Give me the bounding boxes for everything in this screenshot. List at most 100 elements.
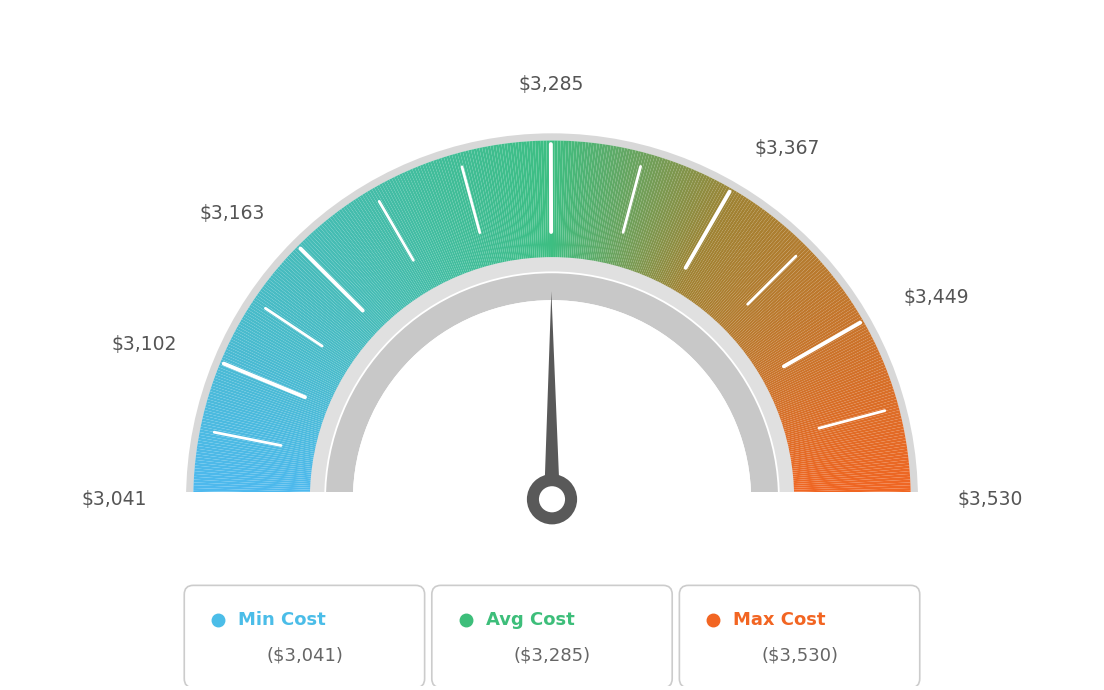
Wedge shape	[569, 141, 580, 259]
Wedge shape	[335, 213, 407, 308]
Wedge shape	[582, 144, 599, 261]
Wedge shape	[425, 163, 469, 275]
Wedge shape	[337, 210, 410, 307]
Wedge shape	[277, 266, 369, 344]
Wedge shape	[193, 480, 312, 488]
Wedge shape	[211, 386, 323, 425]
Wedge shape	[631, 161, 673, 273]
Wedge shape	[315, 228, 394, 319]
Wedge shape	[436, 159, 476, 272]
Wedge shape	[606, 150, 636, 266]
Wedge shape	[682, 198, 749, 298]
Text: $3,285: $3,285	[518, 75, 583, 94]
Wedge shape	[466, 150, 496, 266]
Wedge shape	[792, 474, 910, 484]
Wedge shape	[639, 165, 684, 276]
Wedge shape	[781, 386, 893, 425]
Wedge shape	[379, 184, 438, 288]
Wedge shape	[257, 293, 355, 363]
Wedge shape	[535, 141, 542, 259]
Wedge shape	[658, 177, 712, 284]
Wedge shape	[245, 312, 347, 375]
Wedge shape	[768, 342, 875, 395]
Wedge shape	[283, 260, 373, 340]
Wedge shape	[290, 252, 378, 335]
Wedge shape	[652, 173, 704, 282]
Wedge shape	[532, 141, 541, 259]
Text: $3,163: $3,163	[200, 204, 265, 223]
Wedge shape	[784, 407, 900, 440]
Wedge shape	[374, 186, 435, 290]
Wedge shape	[782, 394, 895, 431]
Wedge shape	[560, 141, 566, 259]
Wedge shape	[420, 165, 465, 276]
Wedge shape	[232, 334, 339, 390]
Circle shape	[539, 486, 565, 513]
Wedge shape	[787, 424, 903, 451]
Wedge shape	[242, 317, 346, 379]
Wedge shape	[270, 275, 364, 351]
Wedge shape	[194, 471, 312, 482]
Wedge shape	[563, 141, 572, 259]
Wedge shape	[455, 153, 489, 268]
Wedge shape	[744, 284, 840, 357]
Wedge shape	[407, 170, 457, 279]
Wedge shape	[678, 193, 742, 295]
Wedge shape	[790, 457, 909, 473]
Text: ($3,285): ($3,285)	[513, 646, 591, 664]
Wedge shape	[788, 437, 906, 460]
Wedge shape	[739, 273, 832, 349]
Wedge shape	[197, 446, 315, 465]
Wedge shape	[640, 166, 687, 277]
Wedge shape	[754, 305, 854, 371]
Wedge shape	[332, 214, 406, 309]
Wedge shape	[659, 178, 715, 285]
Wedge shape	[250, 305, 350, 371]
Text: $3,367: $3,367	[755, 139, 820, 158]
Wedge shape	[619, 155, 655, 269]
Wedge shape	[217, 367, 329, 413]
Wedge shape	[471, 149, 500, 265]
Wedge shape	[690, 206, 761, 304]
Wedge shape	[617, 154, 652, 268]
Wedge shape	[792, 466, 910, 479]
Wedge shape	[578, 143, 594, 261]
Wedge shape	[493, 145, 514, 262]
Wedge shape	[394, 176, 448, 284]
Wedge shape	[757, 312, 859, 375]
Wedge shape	[716, 238, 799, 326]
Wedge shape	[302, 239, 386, 326]
Wedge shape	[783, 397, 896, 432]
Wedge shape	[668, 185, 728, 290]
Wedge shape	[423, 164, 467, 275]
Wedge shape	[490, 146, 512, 262]
Wedge shape	[272, 273, 365, 349]
Wedge shape	[743, 282, 839, 355]
Wedge shape	[285, 258, 374, 339]
Wedge shape	[634, 161, 676, 274]
Wedge shape	[516, 142, 530, 260]
Wedge shape	[597, 147, 622, 264]
Wedge shape	[258, 290, 357, 361]
Wedge shape	[296, 246, 382, 331]
Wedge shape	[793, 493, 911, 497]
Wedge shape	[740, 275, 834, 351]
Wedge shape	[384, 181, 442, 287]
Wedge shape	[376, 185, 436, 290]
Wedge shape	[202, 415, 318, 445]
Wedge shape	[546, 141, 550, 259]
Wedge shape	[241, 319, 344, 380]
Wedge shape	[438, 158, 478, 271]
Wedge shape	[474, 148, 501, 265]
Wedge shape	[665, 182, 722, 288]
Wedge shape	[565, 141, 574, 259]
Wedge shape	[530, 141, 539, 259]
Wedge shape	[774, 362, 884, 409]
Wedge shape	[323, 221, 401, 314]
Wedge shape	[392, 177, 446, 284]
Wedge shape	[310, 257, 794, 500]
Wedge shape	[220, 362, 330, 409]
Wedge shape	[358, 197, 423, 297]
Wedge shape	[758, 314, 861, 377]
Wedge shape	[790, 448, 907, 467]
